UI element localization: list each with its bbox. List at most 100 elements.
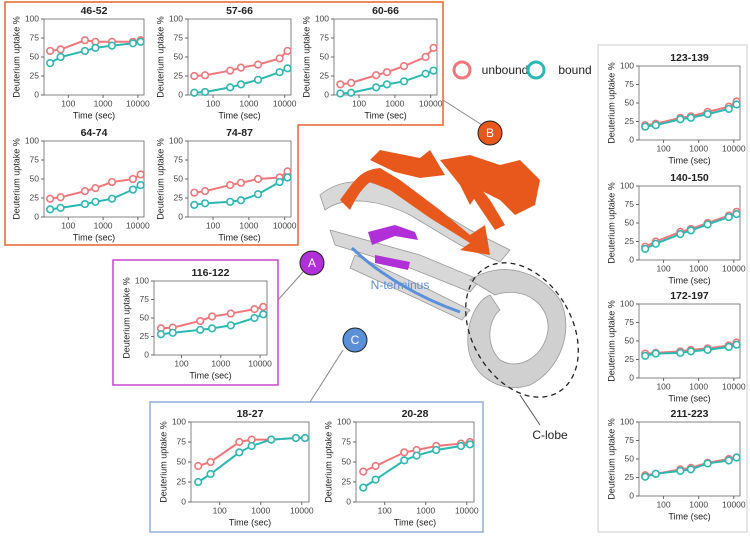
data-point xyxy=(250,305,259,314)
x-axis-label: Time (sec) xyxy=(73,110,115,120)
x-tick-label: 100 xyxy=(206,220,220,230)
data-point xyxy=(372,71,381,80)
data-point xyxy=(107,177,117,187)
y-axis-label: Deuterium uptake % xyxy=(323,421,333,503)
x-tick-label: 1000 xyxy=(689,143,708,153)
data-point xyxy=(250,313,259,323)
data-point xyxy=(56,193,65,202)
y-tick-label: 75 xyxy=(625,79,635,89)
data-point xyxy=(283,46,292,56)
data-point xyxy=(190,71,199,81)
y-tick-label: 25 xyxy=(30,70,40,80)
data-point xyxy=(732,453,741,462)
y-tick-label: 50 xyxy=(177,456,187,466)
legend: unbound bound xyxy=(452,60,592,80)
data-point xyxy=(421,69,430,78)
data-point xyxy=(253,174,263,184)
y-tick-label: 25 xyxy=(342,476,352,486)
x-tick-label: 10000 xyxy=(722,381,746,391)
y-tick-label: 25 xyxy=(625,472,635,482)
y-axis-label: Deuterium uptake % xyxy=(11,16,21,98)
plot-frame xyxy=(355,421,475,503)
legend-swatch xyxy=(452,60,472,80)
data-point xyxy=(196,325,205,334)
x-tick-label: 100 xyxy=(61,98,75,108)
chart: 116-122 0 25 50 75 100 100 1000 10000 Time (sec) D… xyxy=(121,267,272,381)
y-tick-label: 50 xyxy=(342,456,352,466)
x-tick-label: 10000 xyxy=(126,220,150,230)
y-tick-label: 100 xyxy=(135,275,149,285)
chart-title: 20-28 xyxy=(402,408,429,420)
data-point xyxy=(291,433,301,443)
plot-frame xyxy=(638,303,741,379)
data-point xyxy=(194,461,203,471)
legend-swatch xyxy=(526,60,546,80)
data-point xyxy=(206,457,215,467)
data-point xyxy=(226,66,235,75)
y-tick-label: 75 xyxy=(177,436,187,446)
data-point xyxy=(346,78,356,87)
x-tick-label: 100 xyxy=(213,505,227,515)
data-point xyxy=(80,46,90,56)
y-tick-label: 25 xyxy=(625,236,635,246)
y-tick-label: 25 xyxy=(174,192,184,202)
x-axis-label: Time (sec) xyxy=(668,275,710,285)
y-tick-label: 0 xyxy=(629,254,634,264)
chart: 211-223 0 25 50 75 100 100 1000 10000 Time (sec) D… xyxy=(606,408,746,522)
data-point xyxy=(429,43,438,52)
data-point xyxy=(641,122,650,131)
data-point xyxy=(732,100,741,109)
x-axis-label: Time (sec) xyxy=(394,517,436,527)
y-tick-label: 25 xyxy=(177,476,187,486)
data-point xyxy=(724,212,733,222)
chart-title: 64-74 xyxy=(81,127,108,139)
y-tick-label: 100 xyxy=(25,135,39,145)
data-point xyxy=(432,445,441,455)
x-tick-label: 1000 xyxy=(385,98,404,108)
data-point xyxy=(267,435,276,444)
data-point xyxy=(259,302,268,312)
y-tick-label: 50 xyxy=(625,217,635,227)
data-point xyxy=(236,63,246,72)
x-tick-label: 100 xyxy=(352,98,366,108)
data-point xyxy=(194,477,203,487)
y-tick-label: 50 xyxy=(140,312,150,322)
x-tick-label: 1000 xyxy=(251,505,270,515)
y-tick-label: 75 xyxy=(30,154,40,164)
data-point xyxy=(686,113,695,122)
x-tick-label: 10000 xyxy=(419,98,443,108)
data-point xyxy=(236,178,246,187)
y-axis-label: Deuterium uptake % xyxy=(155,138,165,220)
legend-label: unbound xyxy=(482,63,529,77)
y-tick-label: 100 xyxy=(620,416,634,426)
connector xyxy=(277,271,304,301)
data-point xyxy=(359,467,368,476)
plot-frame xyxy=(638,185,741,261)
data-point xyxy=(226,309,235,318)
data-point xyxy=(641,244,650,253)
right-frame xyxy=(597,44,748,533)
data-point xyxy=(168,328,177,337)
x-tick-label: 100 xyxy=(378,505,392,515)
y-tick-label: 0 xyxy=(629,490,634,500)
data-point xyxy=(651,239,660,248)
connector xyxy=(442,99,483,126)
x-tick-label: 1000 xyxy=(416,505,435,515)
data-point xyxy=(686,465,695,474)
panel-label: C xyxy=(351,333,360,347)
chart: 140-150 0 25 50 75 100 100 1000 10000 Time (sec) D… xyxy=(606,172,746,286)
y-tick-label: 50 xyxy=(625,97,635,107)
x-tick-label: 10000 xyxy=(273,98,297,108)
data-point xyxy=(190,200,199,209)
data-point xyxy=(156,330,166,339)
y-tick-label: 100 xyxy=(620,298,634,308)
data-point xyxy=(283,173,292,182)
chart-title: 57-66 xyxy=(226,5,253,17)
chart-title: 116-122 xyxy=(192,267,230,279)
y-tick-label: 100 xyxy=(620,60,634,70)
data-point xyxy=(206,469,215,479)
data-point xyxy=(336,80,345,89)
data-point xyxy=(128,174,138,184)
data-point xyxy=(128,185,138,194)
